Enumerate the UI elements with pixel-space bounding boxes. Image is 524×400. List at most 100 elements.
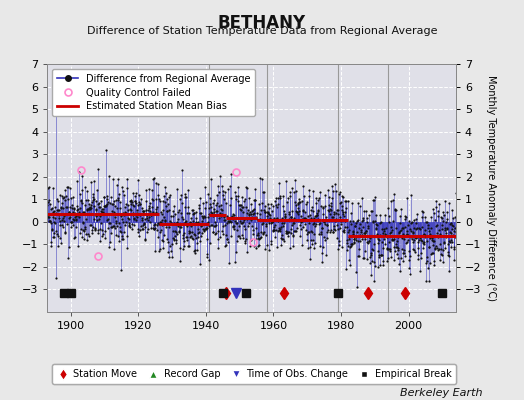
Point — [259, 230, 268, 236]
Point — [344, 236, 353, 242]
Point — [97, 197, 105, 204]
Point — [308, 204, 316, 211]
Point — [368, 247, 377, 253]
Point — [303, 217, 311, 223]
Point — [103, 217, 112, 224]
Point — [146, 208, 155, 214]
Point — [413, 252, 422, 258]
Point — [445, 200, 453, 206]
Point — [352, 220, 361, 226]
Point — [271, 226, 280, 233]
Point — [350, 238, 358, 245]
Point — [261, 203, 269, 209]
Point — [429, 206, 438, 212]
Point — [177, 209, 185, 216]
Point — [203, 225, 212, 232]
Point — [86, 206, 94, 212]
Point — [291, 176, 299, 183]
Point — [405, 256, 413, 263]
Point — [221, 217, 230, 223]
Point — [304, 192, 313, 199]
Point — [307, 207, 315, 214]
Point — [446, 220, 454, 227]
Point — [431, 245, 440, 251]
Point — [291, 227, 300, 234]
Point — [354, 253, 363, 259]
Point — [87, 178, 95, 185]
Point — [264, 210, 272, 216]
Point — [439, 218, 447, 224]
Point — [125, 215, 133, 222]
Point — [407, 234, 416, 240]
Point — [314, 207, 323, 214]
Point — [282, 230, 291, 236]
Point — [367, 252, 375, 258]
Point — [385, 239, 394, 246]
Point — [381, 232, 390, 238]
Point — [341, 224, 350, 230]
Point — [182, 210, 191, 216]
Point — [168, 241, 177, 248]
Point — [373, 230, 381, 237]
Point — [197, 222, 205, 229]
Point — [297, 218, 305, 225]
Point — [163, 208, 172, 214]
Point — [260, 207, 268, 214]
Point — [446, 229, 454, 236]
Point — [138, 217, 146, 224]
Point — [399, 231, 407, 238]
Point — [218, 182, 226, 189]
Point — [355, 203, 364, 209]
Point — [189, 236, 197, 242]
Text: Berkeley Earth: Berkeley Earth — [400, 388, 482, 398]
Point — [143, 214, 151, 221]
Point — [410, 225, 419, 231]
Point — [360, 254, 368, 261]
Point — [337, 218, 345, 224]
Point — [311, 240, 320, 247]
Point — [332, 216, 341, 222]
Point — [406, 228, 414, 234]
Point — [181, 218, 190, 224]
Point — [210, 222, 218, 229]
Point — [444, 248, 452, 255]
Point — [116, 199, 124, 205]
Point — [448, 226, 456, 232]
Point — [130, 216, 139, 222]
Point — [273, 214, 281, 221]
Point — [315, 230, 323, 237]
Point — [269, 228, 277, 234]
Point — [296, 216, 304, 223]
Point — [319, 244, 327, 251]
Point — [194, 234, 202, 240]
Point — [369, 197, 377, 203]
Point — [118, 236, 127, 242]
Point — [433, 229, 442, 236]
Point — [62, 221, 71, 227]
Point — [348, 229, 357, 235]
Point — [134, 226, 142, 232]
Point — [112, 197, 120, 204]
Point — [408, 233, 416, 239]
Point — [68, 208, 77, 215]
Point — [206, 221, 215, 228]
Point — [300, 221, 309, 227]
Point — [395, 228, 403, 235]
Point — [50, 230, 59, 236]
Point — [282, 228, 291, 235]
Point — [95, 200, 103, 206]
Point — [423, 265, 432, 271]
Point — [126, 197, 135, 203]
Point — [327, 200, 335, 206]
Point — [189, 206, 198, 213]
Point — [349, 231, 357, 238]
Point — [145, 186, 153, 192]
Point — [231, 188, 239, 195]
Point — [122, 201, 130, 207]
Point — [115, 190, 124, 197]
Point — [420, 231, 429, 238]
Point — [162, 203, 170, 209]
Point — [225, 218, 234, 224]
Point — [155, 196, 163, 203]
Point — [191, 247, 200, 253]
